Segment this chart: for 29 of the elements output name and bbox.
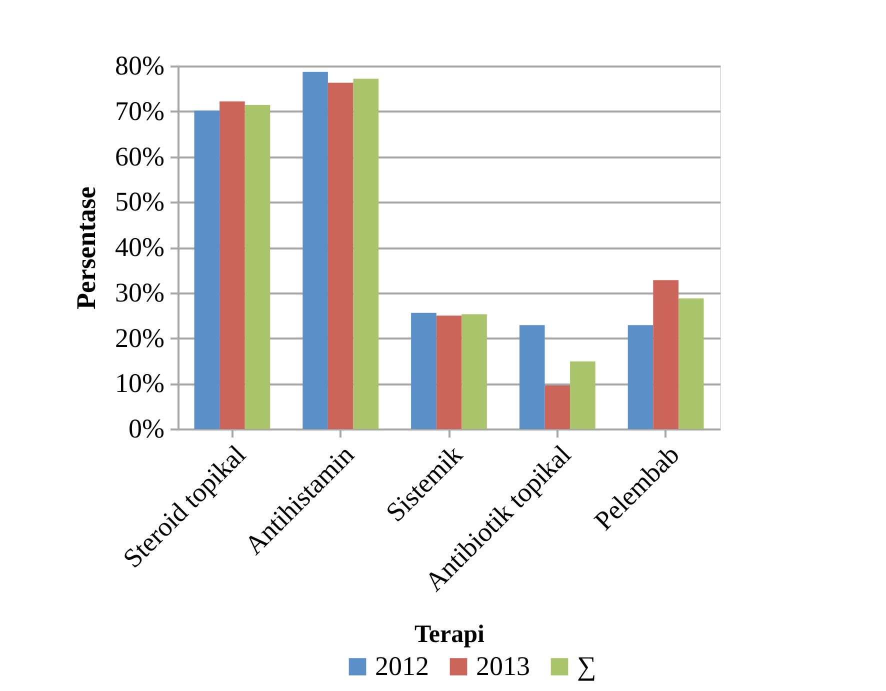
bar	[570, 361, 596, 429]
legend-label: 2013	[476, 650, 530, 681]
bar	[411, 312, 436, 429]
bar	[302, 72, 328, 429]
y-tick-label: 0%	[128, 414, 164, 444]
bar	[194, 110, 220, 429]
bar	[519, 325, 545, 429]
bar	[653, 280, 678, 429]
bar	[544, 385, 570, 429]
bar	[462, 314, 487, 429]
y-tick-label: 60%	[115, 141, 164, 172]
legend-label: 2012	[375, 650, 429, 681]
bar	[353, 78, 379, 429]
bar	[628, 325, 654, 429]
y-tick-label: 40%	[115, 232, 164, 262]
y-tick-label: 30%	[115, 277, 164, 308]
y-tick-label: 10%	[115, 368, 164, 398]
legend-label: ∑	[577, 650, 596, 681]
bar	[244, 105, 270, 429]
bar	[328, 82, 354, 429]
y-tick-label: 50%	[115, 186, 164, 217]
y-tick-label: 70%	[115, 96, 164, 126]
x-axis-title: Terapi	[414, 621, 485, 648]
bar	[220, 101, 245, 429]
y-tick-label: 80%	[115, 50, 164, 80]
bar	[678, 298, 704, 429]
bar	[436, 316, 462, 429]
y-axis-title: Persentase	[71, 186, 102, 310]
y-tick-label: 20%	[115, 322, 164, 353]
